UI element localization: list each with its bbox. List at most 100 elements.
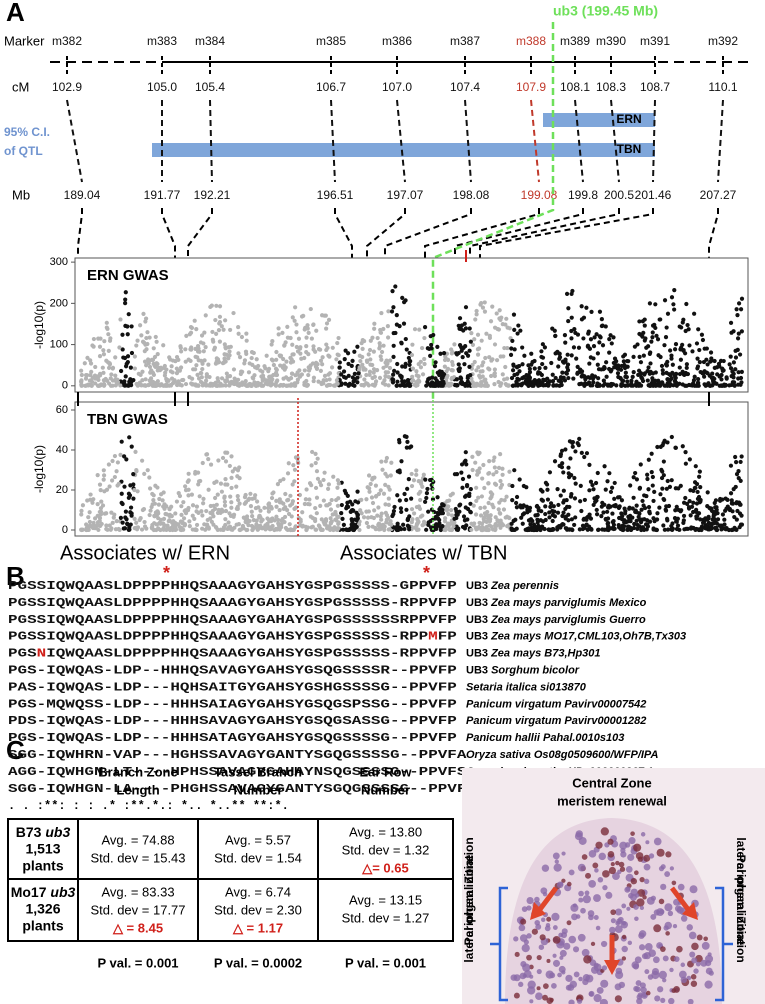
gwas-dot <box>567 475 572 480</box>
species-label: UB3 Zea mays parviglumis Guerro <box>466 614 646 626</box>
gwas-dot <box>646 487 651 492</box>
row-label: cM <box>12 79 29 94</box>
nucleus <box>541 864 550 872</box>
gwas-dot <box>682 527 687 532</box>
gwas-dot <box>410 517 415 522</box>
species-label: Setaria italica si013870 <box>466 681 587 693</box>
nucleus <box>577 933 586 942</box>
nucleus <box>513 936 519 942</box>
gwas-dot <box>355 500 361 505</box>
gwas-dot <box>488 319 494 324</box>
gwas-dot <box>418 365 424 370</box>
gwas-dot <box>105 378 110 383</box>
gwas-dot <box>406 355 411 361</box>
gwas-dot <box>595 470 600 476</box>
gwas-dot <box>492 342 498 347</box>
gwas-dot <box>373 483 379 488</box>
gwas-dot <box>217 304 223 309</box>
gwas-dot <box>655 517 660 522</box>
gwas-dot <box>334 357 339 362</box>
gwas-dot <box>619 498 625 503</box>
gwas-dot <box>244 514 250 519</box>
gwas-dot <box>124 457 129 462</box>
gwas-dot <box>586 331 591 336</box>
gwas-dot <box>107 484 112 489</box>
gwas-dot <box>96 336 101 341</box>
gwas-dot <box>395 379 400 384</box>
gwas-dot <box>650 330 655 335</box>
gwas-dot <box>492 455 497 460</box>
gwas-dot <box>399 459 404 464</box>
nucleus <box>552 935 561 944</box>
gwas-dot <box>164 504 169 509</box>
nucleus <box>642 992 647 998</box>
gwas-dot <box>532 366 537 371</box>
gwas-dot <box>441 351 447 356</box>
gwas-dot <box>155 352 160 357</box>
gwas-dot <box>588 479 594 484</box>
gwas-dot <box>188 347 193 352</box>
marker-connector <box>530 99 540 183</box>
gwas-dot <box>154 361 159 366</box>
gwas-dot <box>675 516 680 521</box>
marker-connector <box>717 99 724 183</box>
cell-avg: Avg. = 13.15 <box>349 892 422 907</box>
gwas-dot <box>516 323 521 328</box>
nucleus <box>615 860 620 866</box>
gwas-dot <box>313 460 318 466</box>
gwas-dot <box>444 375 449 380</box>
gwas-dot <box>488 373 494 379</box>
gwas-dot <box>411 511 417 516</box>
gwas-dot <box>451 524 456 529</box>
gwas-dot <box>293 525 298 530</box>
nucleus <box>705 954 714 963</box>
gwas-dot <box>239 369 244 374</box>
gwas-dot <box>115 460 120 465</box>
gwas-dot <box>448 493 453 498</box>
gwas-dot <box>236 331 241 336</box>
gwas-dot <box>393 330 398 336</box>
gwas-dot <box>210 329 215 335</box>
gwas-dot <box>483 355 488 361</box>
gwas-dot <box>367 369 373 374</box>
gwas-dot <box>307 481 313 486</box>
gwas-dot <box>401 522 406 527</box>
p-value: P val. = 0.001 <box>345 955 426 970</box>
gwas-dot <box>367 489 372 494</box>
gwas-dot <box>734 307 739 312</box>
gwas-dot <box>376 523 381 528</box>
gwas-dot <box>551 527 556 532</box>
gwas-dot <box>545 497 551 502</box>
nucleus <box>605 891 613 899</box>
gwas-dot <box>483 527 488 532</box>
gwas-dot <box>729 330 734 335</box>
gwas-dot <box>565 352 570 357</box>
nucleus <box>536 968 542 975</box>
gwas-dot <box>320 362 325 367</box>
gwas-dot <box>389 460 394 465</box>
gwas-dot <box>150 491 155 497</box>
gwas-dot <box>422 361 427 367</box>
gwas-dot <box>560 521 565 527</box>
gwas-dot <box>378 354 383 359</box>
gwas-dot <box>435 344 440 349</box>
gwas-dot <box>621 354 626 359</box>
gwas-dot <box>85 383 90 388</box>
gwas-dot <box>199 375 204 380</box>
gwas-dot <box>709 375 714 381</box>
nucleus <box>538 944 545 950</box>
gwas-dot <box>82 361 87 366</box>
gwas-dot <box>468 509 473 514</box>
gwas-dot <box>492 367 497 372</box>
gwas-dot <box>431 332 436 338</box>
gwas-dot <box>449 347 454 352</box>
gwas-dot <box>106 365 112 371</box>
gwas-dot <box>204 378 209 383</box>
gwas-dot <box>97 354 103 359</box>
gwas-dot <box>473 460 478 465</box>
gwas-dot <box>475 347 480 352</box>
gwas-dot <box>148 508 153 513</box>
gwas-dot <box>457 316 463 321</box>
species-name: Zea mays parviglumis Guerro <box>490 614 646 626</box>
gwas-dot <box>383 510 388 515</box>
